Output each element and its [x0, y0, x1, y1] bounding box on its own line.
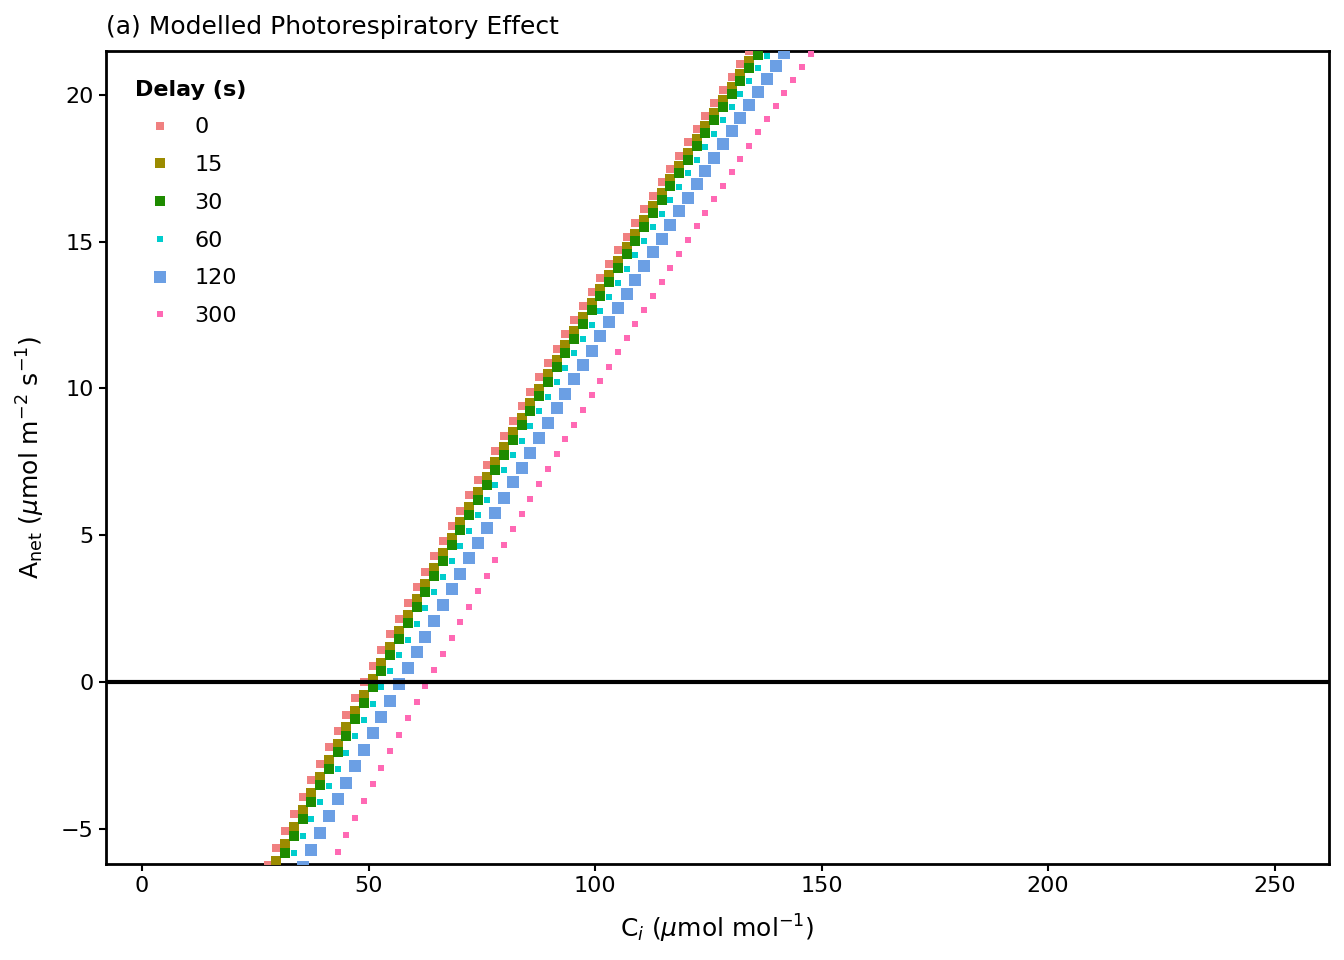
Y-axis label: A$_\mathregular{net}$ ($\mu$mol m$^{-2}$ s$^{-1}$): A$_\mathregular{net}$ ($\mu$mol m$^{-2}$… [15, 336, 47, 579]
X-axis label: C$_i$ ($\mu$mol mol$^{-1}$): C$_i$ ($\mu$mol mol$^{-1}$) [620, 913, 814, 945]
Legend: 0, 15, 30, 60, 120, 300: 0, 15, 30, 60, 120, 300 [117, 61, 263, 344]
Text: (a) Modelled Photorespiratory Effect: (a) Modelled Photorespiratory Effect [106, 15, 559, 39]
